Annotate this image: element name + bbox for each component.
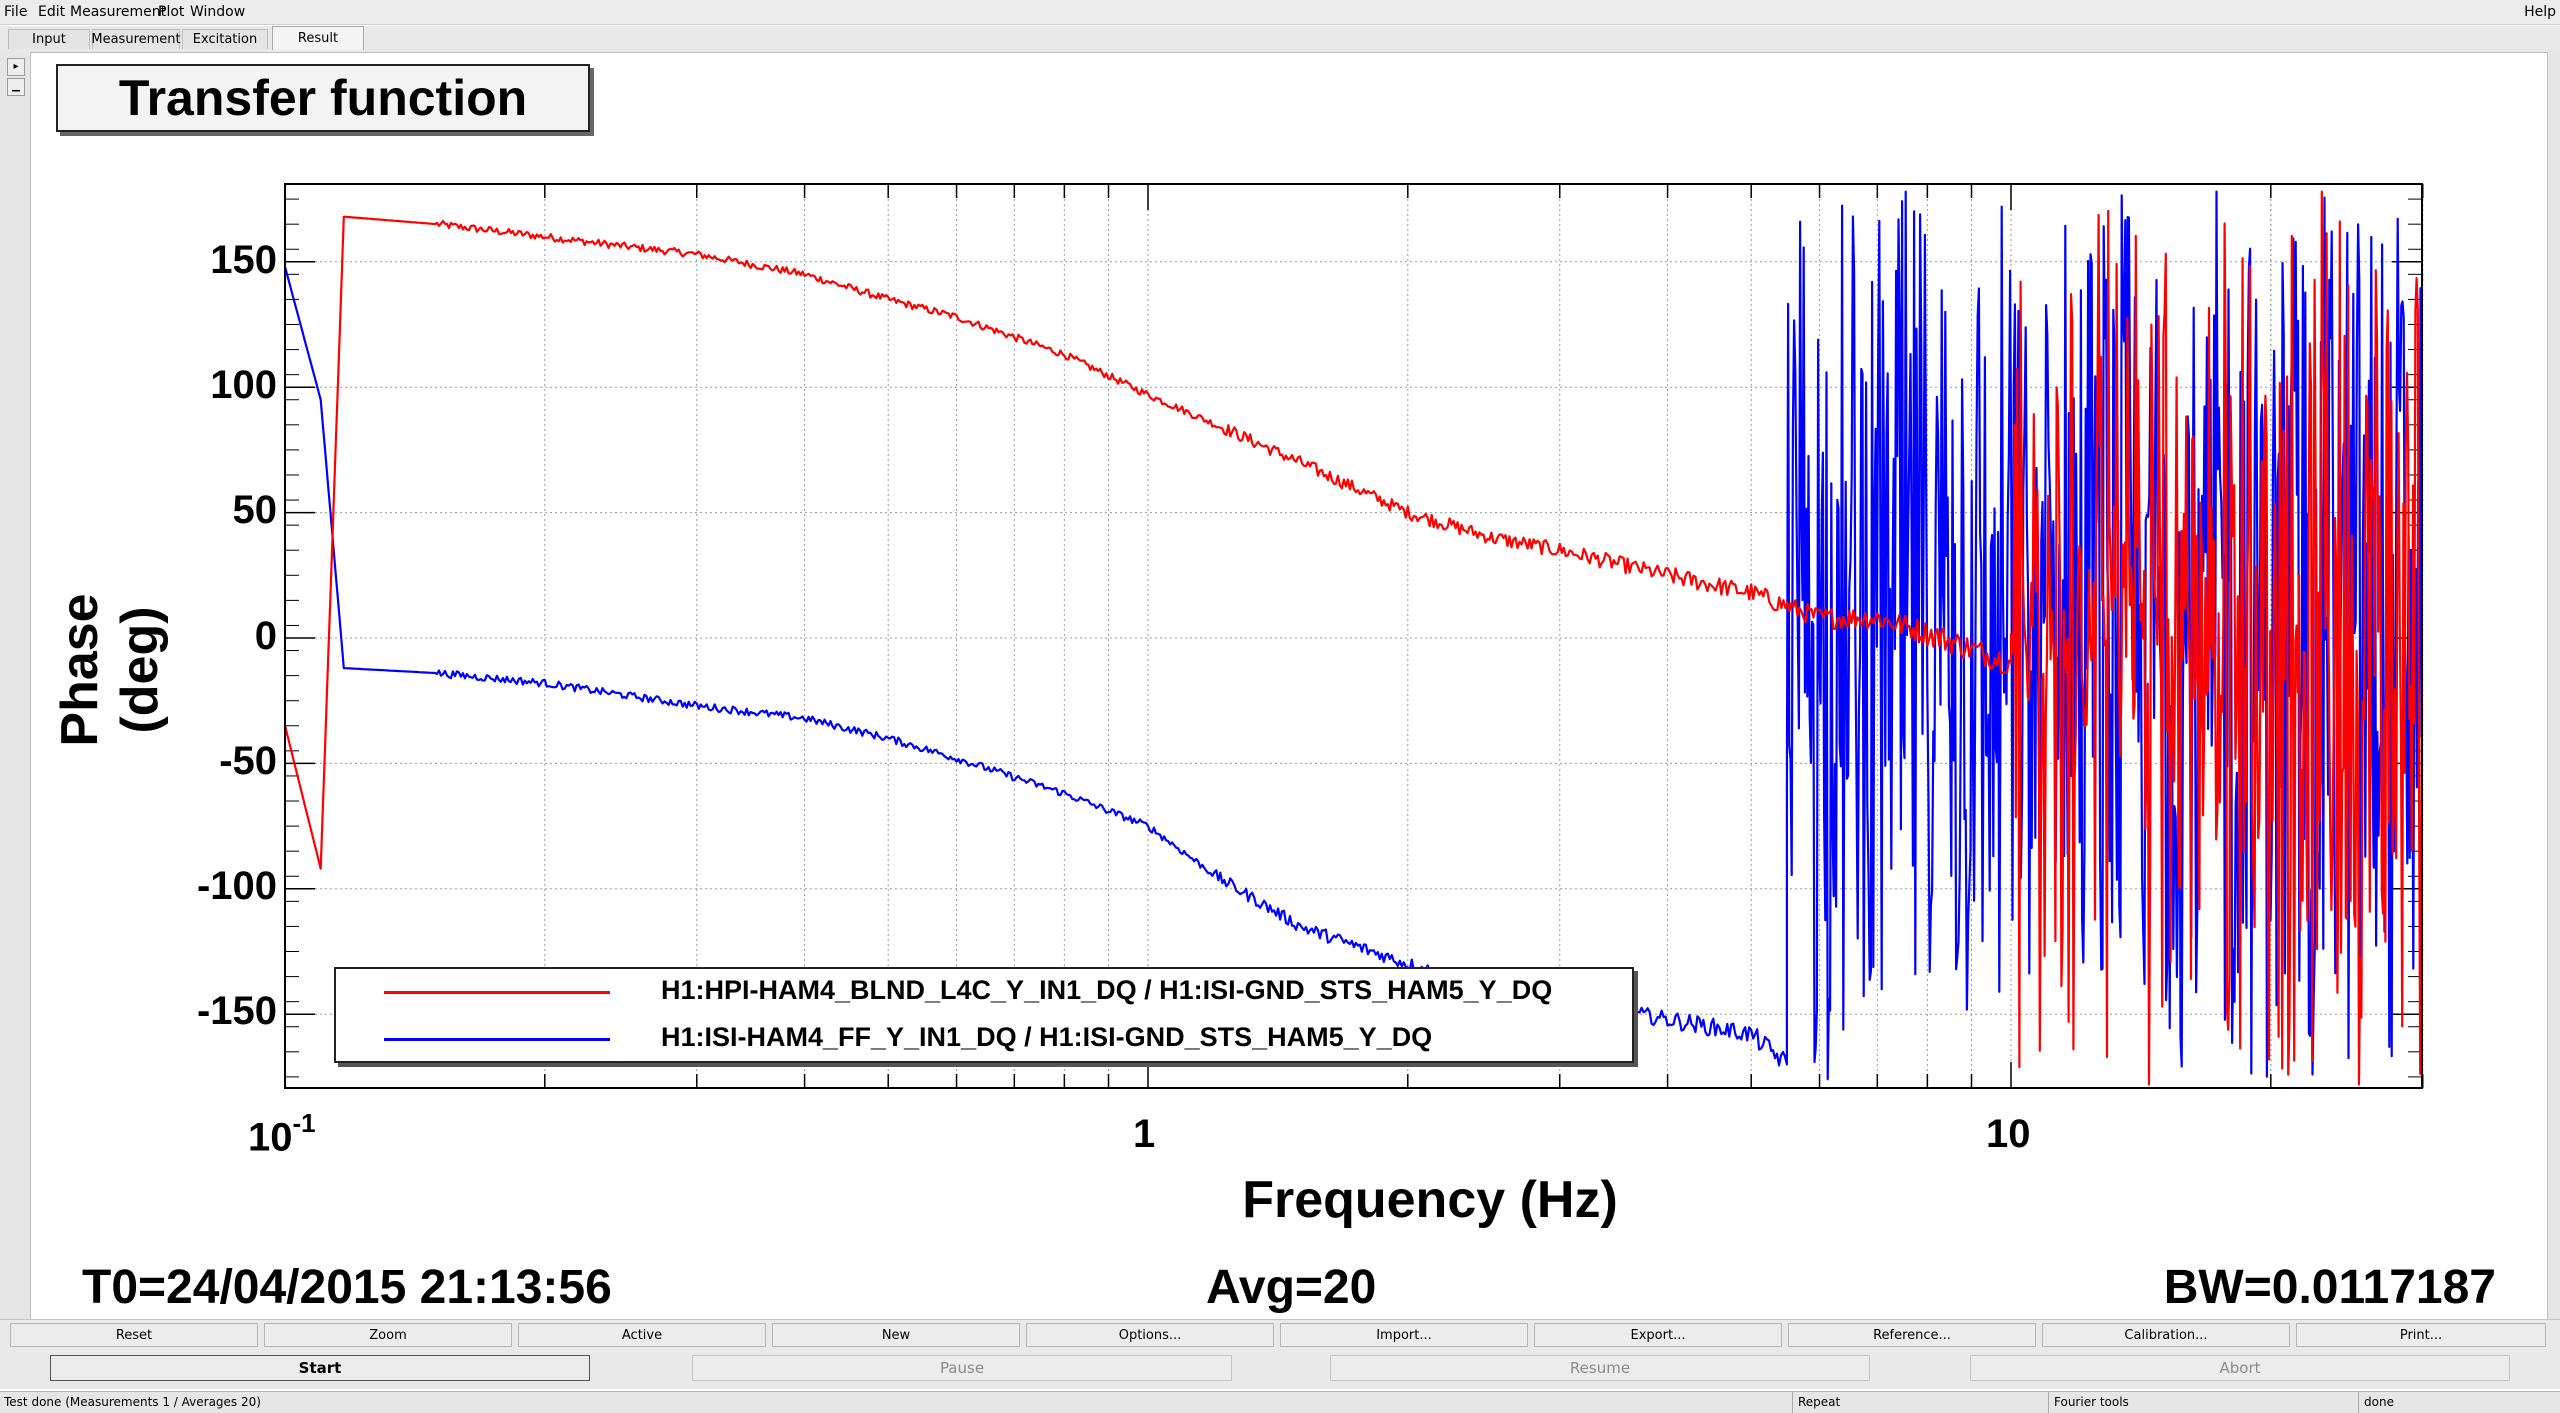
legend-entry: H1:HPI-HAM4_BLND_L4C_Y_IN1_DQ / H1:ISI-G…: [336, 969, 1632, 1017]
right-panel-strip: [2547, 52, 2560, 1319]
new-button[interactable]: New: [772, 1323, 1020, 1347]
plot-title: Transfer function: [56, 64, 590, 132]
zoom-button[interactable]: Zoom: [264, 1323, 512, 1347]
menu-measurement[interactable]: Measurement: [70, 4, 167, 20]
y-tick-label: 100: [210, 363, 277, 407]
menu-window[interactable]: Window: [190, 4, 246, 20]
x-tick-exponent: -1: [292, 1108, 316, 1138]
plot-border: [284, 183, 2423, 1089]
status-divider: [2048, 1392, 2049, 1413]
x-axis-label: Frequency (Hz): [1242, 1171, 1618, 1229]
tab-measurement[interactable]: Measurement: [91, 29, 181, 49]
y-tick-label: -50: [219, 739, 277, 783]
status-repeat: Repeat: [1798, 1395, 1841, 1409]
menu-file[interactable]: File: [4, 4, 28, 20]
y-tick-label: 50: [232, 488, 278, 532]
expand-right-icon[interactable]: ▸: [7, 58, 25, 76]
legend-label: H1:ISI-HAM4_FF_Y_IN1_DQ / H1:ISI-GND_STS…: [661, 1022, 1433, 1052]
measurement-control-bar: Start Pause Resume Abort: [0, 1349, 2560, 1389]
status-divider: [2358, 1392, 2359, 1413]
abort-button[interactable]: Abort: [1970, 1355, 2510, 1381]
t0-readout: T0=24/04/2015 21:13:56: [82, 1261, 612, 1314]
reset-button[interactable]: Reset: [10, 1323, 258, 1347]
legend-label: H1:HPI-HAM4_BLND_L4C_Y_IN1_DQ / H1:ISI-G…: [661, 975, 1553, 1005]
tab-excitation[interactable]: Excitation: [182, 29, 268, 49]
status-message: Test done (Measurements 1 / Averages 20): [4, 1395, 261, 1409]
status-tools: Fourier tools: [2054, 1395, 2129, 1409]
calibration-button[interactable]: Calibration...: [2042, 1323, 2290, 1347]
legend: H1:HPI-HAM4_BLND_L4C_Y_IN1_DQ / H1:ISI-G…: [334, 967, 1634, 1063]
avg-readout: Avg=20: [1206, 1261, 1377, 1314]
legend-line-blue: [384, 1038, 610, 1041]
pause-button[interactable]: Pause: [692, 1355, 1232, 1381]
active-button[interactable]: Active: [518, 1323, 766, 1347]
legend-entry: H1:ISI-HAM4_FF_Y_IN1_DQ / H1:ISI-GND_STS…: [336, 1016, 1632, 1064]
tab-input[interactable]: Input: [8, 29, 90, 49]
resume-button[interactable]: Resume: [1330, 1355, 1870, 1381]
options-button[interactable]: Options...: [1026, 1323, 1274, 1347]
tab-result[interactable]: Result: [272, 26, 364, 50]
bw-readout: BW=0.0117187: [2163, 1261, 2496, 1314]
y-tick-label: 0: [254, 614, 277, 658]
menu-help[interactable]: Help: [2524, 4, 2556, 20]
x-tick-base: 10: [248, 1115, 293, 1160]
menu-bar: File Edit Measurement Plot Window Help: [0, 0, 2560, 25]
plot-control-bar: Reset Zoom Active New Options... Import.…: [0, 1319, 2560, 1350]
x-tick-label: 1: [1133, 1112, 1156, 1156]
status-bar: Test done (Measurements 1 / Averages 20)…: [0, 1391, 2560, 1413]
start-button[interactable]: Start: [50, 1355, 590, 1381]
left-panel-strip: ▸ ▁: [0, 52, 31, 1319]
x-tick-label: 10-1: [248, 1108, 316, 1160]
print-button[interactable]: Print...: [2296, 1323, 2546, 1347]
y-tick-label: 150: [210, 238, 277, 282]
status-divider: [1792, 1392, 1793, 1413]
y-tick-label: -100: [196, 864, 277, 908]
reference-button[interactable]: Reference...: [1788, 1323, 2036, 1347]
legend-line-red: [384, 991, 610, 994]
x-tick-label: 10: [1986, 1112, 2031, 1156]
menu-edit[interactable]: Edit: [38, 4, 66, 20]
tab-bar: Input Measurement Excitation Result: [0, 26, 2560, 53]
y-axis-label: Phase (deg): [51, 593, 169, 747]
y-tick-label: -150: [196, 989, 277, 1033]
import-button[interactable]: Import...: [1280, 1323, 1528, 1347]
menu-plot[interactable]: Plot: [158, 4, 185, 20]
export-button[interactable]: Export...: [1534, 1323, 1782, 1347]
status-state: done: [2364, 1395, 2394, 1409]
collapse-icon[interactable]: ▁: [7, 78, 25, 96]
series-line-red: [286, 190, 2421, 1086]
